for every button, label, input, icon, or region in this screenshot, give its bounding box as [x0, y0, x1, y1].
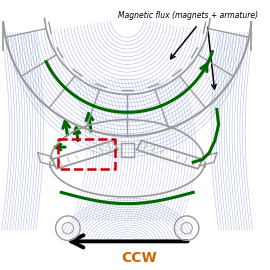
- Text: CCW: CCW: [122, 251, 157, 265]
- Text: Magnetic flux (magnets + armature): Magnetic flux (magnets + armature): [119, 11, 259, 20]
